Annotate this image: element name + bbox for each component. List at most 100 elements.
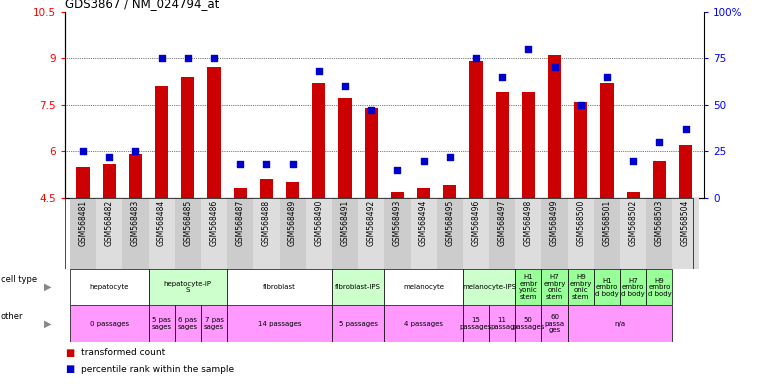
Bar: [568, 198, 594, 269]
Bar: [175, 198, 201, 269]
Text: 0 passages: 0 passages: [90, 321, 129, 326]
Point: [627, 157, 639, 164]
Point: [208, 55, 220, 61]
Bar: [594, 269, 620, 305]
Bar: [123, 198, 148, 269]
Bar: [312, 83, 326, 198]
Text: GSM568494: GSM568494: [419, 200, 428, 246]
Text: H7
embro
d body: H7 embro d body: [621, 278, 645, 296]
Text: ■: ■: [65, 364, 74, 374]
Point: [129, 148, 142, 154]
Text: GSM568493: GSM568493: [393, 200, 402, 246]
Text: GSM568481: GSM568481: [78, 200, 88, 246]
Bar: [332, 198, 358, 269]
Point: [680, 126, 692, 132]
Bar: [522, 92, 535, 198]
Text: 15
passages: 15 passages: [460, 317, 492, 330]
Text: GSM568488: GSM568488: [262, 200, 271, 246]
Bar: [594, 198, 620, 269]
Text: GSM568504: GSM568504: [681, 200, 690, 246]
Bar: [148, 305, 175, 342]
Bar: [443, 185, 457, 198]
Bar: [646, 198, 673, 269]
Text: n/a: n/a: [615, 321, 626, 326]
Bar: [679, 145, 693, 198]
Text: cell type: cell type: [1, 275, 37, 284]
Bar: [575, 101, 587, 198]
Text: GSM568482: GSM568482: [105, 200, 113, 246]
Bar: [391, 192, 404, 198]
Bar: [542, 198, 568, 269]
Bar: [227, 198, 253, 269]
Text: other: other: [1, 312, 24, 321]
Bar: [489, 305, 515, 342]
Text: H9
embry
onic
stem: H9 embry onic stem: [569, 274, 592, 300]
Bar: [463, 305, 489, 342]
Bar: [495, 92, 509, 198]
Bar: [626, 192, 640, 198]
Bar: [181, 77, 194, 198]
Text: GSM568489: GSM568489: [288, 200, 297, 246]
Bar: [515, 305, 542, 342]
Bar: [365, 108, 377, 198]
Point: [391, 167, 403, 173]
Text: GSM568485: GSM568485: [183, 200, 193, 246]
Text: GSM568486: GSM568486: [209, 200, 218, 246]
Text: 14 passages: 14 passages: [258, 321, 301, 326]
Point: [601, 74, 613, 80]
Bar: [410, 198, 437, 269]
Bar: [208, 68, 221, 198]
Text: fibroblast: fibroblast: [263, 284, 296, 290]
Text: GSM568495: GSM568495: [445, 200, 454, 246]
Bar: [260, 179, 273, 198]
Bar: [70, 269, 148, 305]
Bar: [653, 161, 666, 198]
Text: 11
passag: 11 passag: [490, 317, 514, 330]
Bar: [332, 305, 384, 342]
Bar: [489, 198, 515, 269]
Bar: [279, 198, 306, 269]
Text: melanocyte: melanocyte: [403, 284, 444, 290]
Bar: [384, 305, 463, 342]
Bar: [103, 164, 116, 198]
Bar: [227, 269, 332, 305]
Text: ■: ■: [65, 348, 74, 358]
Bar: [542, 269, 568, 305]
Text: ▶: ▶: [44, 318, 52, 329]
Bar: [515, 269, 542, 305]
Bar: [417, 189, 430, 198]
Bar: [646, 269, 673, 305]
Bar: [129, 154, 142, 198]
Point: [470, 55, 482, 61]
Bar: [339, 98, 352, 198]
Text: 5 passages: 5 passages: [339, 321, 377, 326]
Bar: [568, 269, 594, 305]
Point: [182, 55, 194, 61]
Text: melanocyte-IPS: melanocyte-IPS: [462, 284, 516, 290]
Point: [365, 107, 377, 113]
Point: [234, 161, 247, 167]
Bar: [306, 198, 332, 269]
Bar: [542, 305, 568, 342]
Bar: [76, 167, 90, 198]
Text: GSM568503: GSM568503: [655, 200, 664, 246]
Point: [339, 83, 351, 89]
Bar: [470, 61, 482, 198]
Text: 50
passages: 50 passages: [512, 317, 545, 330]
Point: [287, 161, 299, 167]
Point: [653, 139, 665, 145]
Text: GSM568491: GSM568491: [340, 200, 349, 246]
Point: [418, 157, 430, 164]
Text: H1
embro
d body: H1 embro d body: [595, 278, 619, 296]
Text: hepatocyte: hepatocyte: [90, 284, 129, 290]
Bar: [620, 269, 646, 305]
Text: 6 pas
sages: 6 pas sages: [178, 317, 198, 330]
Text: GDS3867 / NM_024794_at: GDS3867 / NM_024794_at: [65, 0, 219, 10]
Text: GSM568499: GSM568499: [550, 200, 559, 246]
Bar: [515, 198, 542, 269]
Text: 7 pas
sages: 7 pas sages: [204, 317, 224, 330]
Text: GSM568497: GSM568497: [498, 200, 507, 246]
Bar: [148, 198, 175, 269]
Text: 4 passages: 4 passages: [404, 321, 443, 326]
Text: GSM568500: GSM568500: [576, 200, 585, 246]
